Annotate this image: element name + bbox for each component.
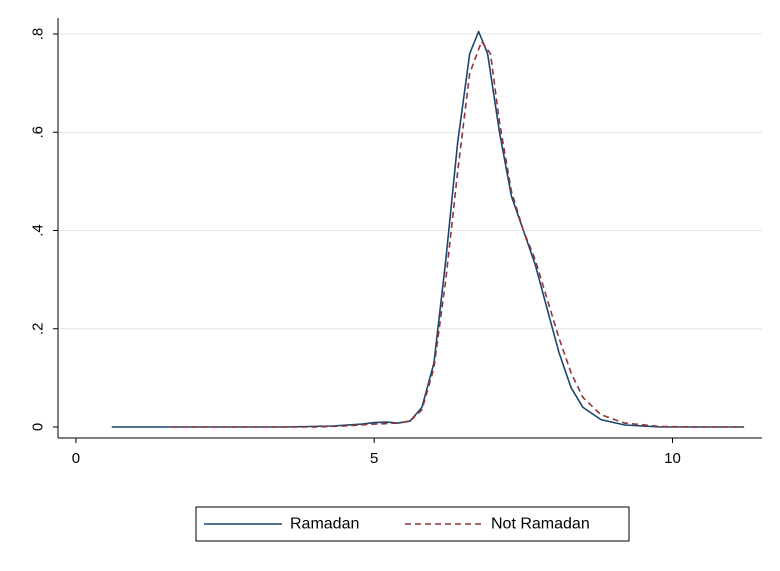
y-tick-label-1: .2	[30, 322, 47, 335]
y-tick-label-0: 0	[30, 423, 47, 431]
x-tick-label-1: 5	[370, 450, 378, 467]
x-tick-label-2: 10	[664, 450, 681, 467]
y-tick-label-3: .6	[30, 126, 47, 139]
y-tick-label-2: .4	[30, 224, 47, 237]
gridlines	[58, 33, 762, 330]
legend-label-1: Not Ramadan	[491, 516, 590, 533]
plot-area	[111, 30, 745, 428]
legend-label-0: Ramadan	[290, 516, 359, 533]
axes: 0 .2 .4 .6 .8 0 5 10	[30, 18, 762, 467]
x-tick-label-0: 0	[72, 450, 80, 467]
y-tick-label-4: .8	[30, 28, 47, 41]
series-line-ramadan	[111, 30, 745, 428]
series-line-not-ramadan	[171, 40, 745, 428]
legend: Ramadan Not Ramadan	[195, 506, 630, 542]
